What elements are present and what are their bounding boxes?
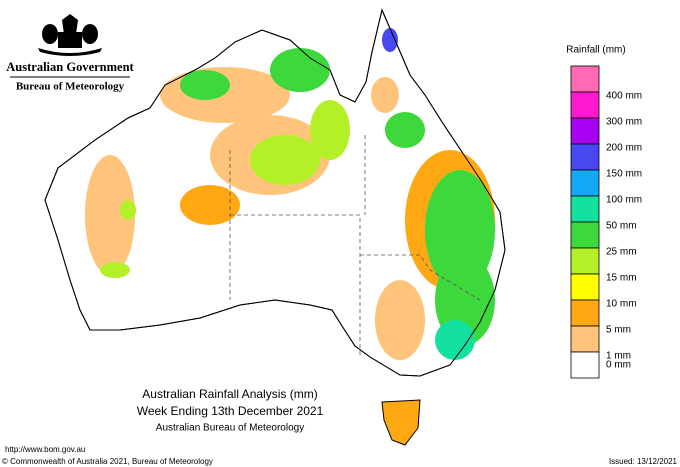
legend-label: 100 mm <box>606 195 642 206</box>
legend-swatch <box>570 169 600 197</box>
crest <box>38 14 102 56</box>
legend-swatch <box>570 273 600 301</box>
legend: 400 mm 300 mm 200 mm 150 mm 100 mm 50 mm 25 mm… <box>570 65 642 379</box>
footer-copyright: © Commonwealth of Australia 2021, Bureau… <box>2 457 213 466</box>
legend-label: 25 mm <box>606 247 637 258</box>
caption-title: Australian Rainfall Analysis (mm) <box>142 387 317 401</box>
legend-label: 15 mm <box>606 273 637 284</box>
legend-label: 0 mm <box>606 360 631 371</box>
legend-label: 150 mm <box>606 169 642 180</box>
legend-swatch <box>570 143 600 171</box>
government-name: Australian Government <box>6 60 134 74</box>
legend-label: 300 mm <box>606 117 642 128</box>
legend-swatch <box>570 91 600 119</box>
legend-label: 10 mm <box>606 299 637 310</box>
legend-swatch <box>570 117 600 145</box>
footer-issued: Issued: 13/12/2021 <box>609 457 678 466</box>
legend-swatch <box>570 325 600 353</box>
legend-swatch <box>570 195 600 223</box>
caption-subtitle: Week Ending 13th December 2021 <box>137 404 324 418</box>
legend-swatch <box>570 299 600 327</box>
legend-label: 50 mm <box>606 221 637 232</box>
agency-name: Bureau of Meteorology <box>16 81 125 93</box>
legend-swatch <box>570 221 600 249</box>
legend-label: 400 mm <box>606 91 642 102</box>
legend-swatch <box>570 351 600 379</box>
australia-map <box>44 8 506 446</box>
legend-title: Rainfall (mm) <box>566 45 625 56</box>
legend-swatch <box>570 65 600 93</box>
legend-swatch <box>570 247 600 275</box>
footer-url: http://www.bom.gov.au <box>5 445 85 454</box>
caption-source: Australian Bureau of Meteorology <box>156 423 304 434</box>
legend-label: 200 mm <box>606 143 642 154</box>
legend-label: 1 mm <box>606 351 631 362</box>
legend-label: 5 mm <box>606 325 631 336</box>
